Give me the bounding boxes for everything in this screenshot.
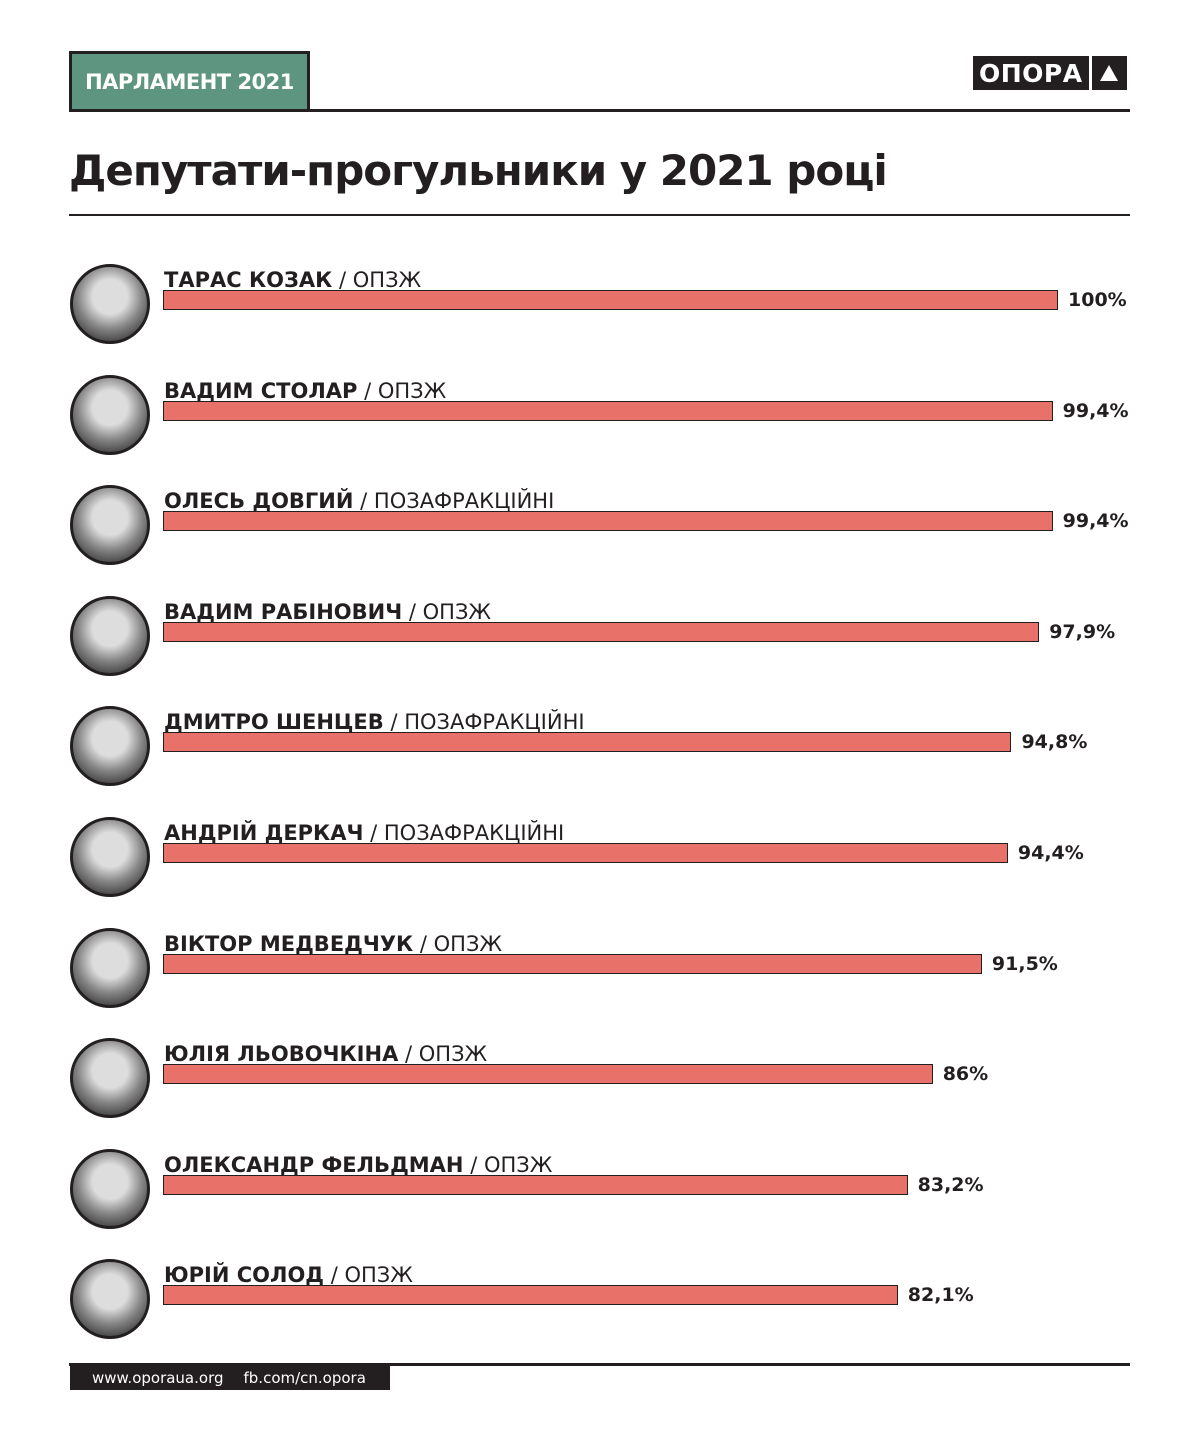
value-label: 97,9%: [1049, 620, 1116, 643]
value-label: 91,5%: [991, 952, 1058, 975]
value-label: 83,2%: [917, 1173, 984, 1196]
deputy-name: ОЛЕКСАНДР ФЕЛЬДМАН: [164, 1152, 464, 1177]
bar: [163, 1285, 898, 1306]
chart-row: АНДРІЙ ДЕРКАЧ / ПОЗАФРАКЦІЙНІ 94,4%: [0, 817, 1201, 967]
chart-row: ВАДИМ СТОЛАР / ОПЗЖ 99,4%: [0, 374, 1201, 525]
website-link[interactable]: www.oporaua.org: [92, 1369, 224, 1387]
bar: [163, 732, 1012, 753]
value-label: 99,4%: [1062, 510, 1129, 533]
chart-row: ВАДИМ РАБІНОВИЧ / ОПЗЖ 97,9%: [0, 595, 1201, 746]
triangle-icon: [1091, 56, 1127, 90]
deputy-name: АНДРІЙ ДЕРКАЧ: [164, 821, 364, 845]
deputy-name: ВАДИМ СТОЛАР: [164, 378, 358, 403]
deputy-label: ТАРАС КОЗАК / ОПЗЖ: [164, 268, 421, 292]
bar: [163, 511, 1053, 532]
deputy-label: ВІКТОР МЕДВЕДЧУК / ОПЗЖ: [164, 932, 502, 956]
footer-rule: [69, 1363, 1130, 1366]
facebook-link[interactable]: fb.com/cn.opora: [243, 1369, 366, 1387]
chart-row: ДМИТРО ШЕНЦЕВ / ПОЗАФРАКЦІЙНІ 94,8%: [0, 706, 1201, 856]
deputy-name: ТАРАС КОЗАК: [164, 268, 333, 292]
faction: / ПОЗАФРАКЦІЙНІ: [390, 710, 585, 735]
section-badge: ПАРЛАМЕНТ 2021: [69, 51, 310, 112]
deputy-name: ДМИТРО ШЕНЦЕВ: [164, 710, 384, 735]
deputy-name: ЮЛІЯ ЛЬОВОЧКІНА: [164, 1042, 399, 1067]
deputy-photo: [70, 595, 150, 676]
deputy-name: ВАДИМ РАБІНОВИЧ: [164, 599, 403, 624]
deputy-label: ВАДИМ СТОЛАР / ОПЗЖ: [164, 379, 446, 403]
bar: [163, 953, 982, 974]
logo-text: ОПОРА: [973, 56, 1089, 90]
bar: [163, 621, 1040, 642]
deputy-photo: [70, 817, 150, 897]
chart-row: ЮЛІЯ ЛЬОВОЧКІНА / ОПЗЖ 86%: [0, 1038, 1201, 1188]
chart-row: ОЛЕКСАНДР ФЕЛЬДМАН / ОПЗЖ 83,2%: [0, 1148, 1201, 1299]
deputy-photo: [70, 927, 150, 1008]
value-label: 94,8%: [1021, 731, 1088, 754]
title-rule: [69, 214, 1130, 216]
faction: / ОПЗЖ: [470, 1152, 553, 1177]
value-label: 99,4%: [1062, 399, 1129, 422]
faction: / ОПЗЖ: [408, 599, 492, 624]
deputy-label: ОЛЕСЬ ДОВГИЙ / ПОЗАФРАКЦІЙНІ: [164, 489, 554, 513]
deputy-photo: [70, 485, 150, 566]
bar: [163, 843, 1008, 863]
chart-row: ЮРІЙ СОЛОД / ОПЗЖ 82,1%: [0, 1259, 1201, 1409]
faction: / ПОЗАФРАКЦІЙНІ: [370, 821, 565, 845]
deputy-photo: [70, 374, 150, 455]
value-label: 100%: [1068, 289, 1127, 311]
value-label: 94,4%: [1017, 842, 1084, 864]
deputy-label: АНДРІЙ ДЕРКАЧ / ПОЗАФРАКЦІЙНІ: [164, 821, 564, 845]
bar: [163, 1174, 908, 1195]
opora-logo: ОПОРА: [973, 56, 1127, 90]
bar: [163, 1064, 933, 1085]
faction: / ОПЗЖ: [405, 1042, 488, 1067]
faction: / ОПЗЖ: [330, 1263, 413, 1288]
deputy-name: ВІКТОР МЕДВЕДЧУК: [164, 931, 414, 956]
chart-row: ОЛЕСЬ ДОВГИЙ / ПОЗАФРАКЦІЙНІ 99,4%: [0, 485, 1201, 635]
deputy-photo: [70, 264, 150, 344]
deputy-label: ВАДИМ РАБІНОВИЧ / ОПЗЖ: [164, 600, 491, 624]
faction: / ОПЗЖ: [419, 931, 503, 956]
faction: / ПОЗАФРАКЦІЙНІ: [360, 489, 555, 514]
faction: / ОПЗЖ: [364, 378, 447, 403]
value-label: 86%: [942, 1063, 989, 1086]
deputy-label: ЮЛІЯ ЛЬОВОЧКІНА / ОПЗЖ: [164, 1042, 487, 1066]
chart-row: ТАРАС КОЗАК / ОПЗЖ 100%: [0, 264, 1201, 414]
deputy-photo: [70, 1148, 150, 1229]
deputy-photo: [70, 1259, 150, 1340]
chart-row: ВІКТОР МЕДВЕДЧУК / ОПЗЖ 91,5%: [0, 927, 1201, 1078]
page-title: Депутати-прогульники у 2021 році: [69, 146, 888, 195]
deputy-label: ОЛЕКСАНДР ФЕЛЬДМАН / ОПЗЖ: [164, 1153, 552, 1177]
deputy-label: ДМИТРО ШЕНЦЕВ / ПОЗАФРАКЦІЙНІ: [164, 710, 585, 734]
deputy-photo: [70, 1038, 150, 1119]
deputy-name: ОЛЕСЬ ДОВГИЙ: [164, 489, 354, 514]
faction: / ОПЗЖ: [339, 268, 422, 292]
deputy-name: ЮРІЙ СОЛОД: [164, 1263, 325, 1288]
deputy-photo: [70, 706, 150, 787]
bar: [163, 290, 1058, 310]
footer: www.oporaua.org fb.com/cn.opora: [70, 1366, 390, 1390]
value-label: 82,1%: [907, 1284, 974, 1307]
deputy-label: ЮРІЙ СОЛОД / ОПЗЖ: [164, 1263, 413, 1287]
header-rule: [69, 109, 1130, 112]
bar: [163, 400, 1053, 421]
